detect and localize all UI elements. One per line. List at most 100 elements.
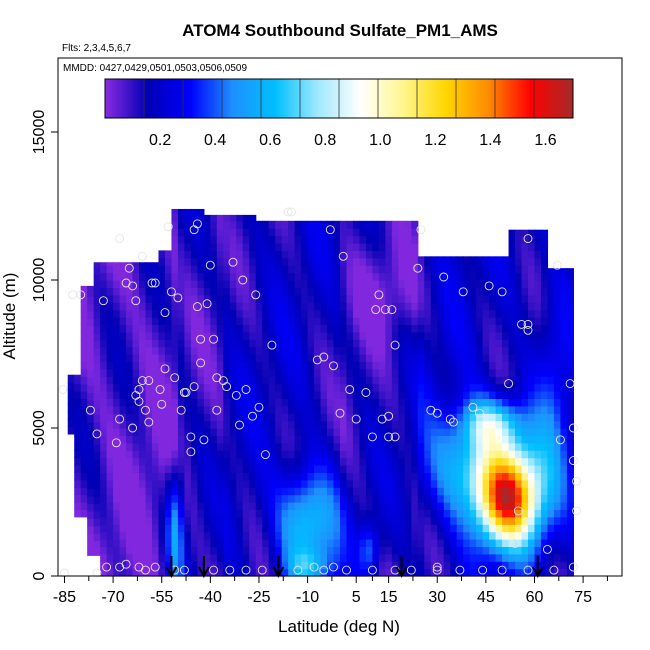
field-cell — [268, 442, 276, 451]
field-cell — [404, 339, 412, 348]
field-cell — [391, 524, 399, 533]
field-cell — [190, 420, 198, 429]
field-cell — [469, 368, 477, 377]
field-cell — [126, 331, 134, 340]
field-cell — [560, 546, 568, 555]
field-cell — [411, 257, 419, 266]
field-cell — [132, 331, 140, 340]
field-cell — [489, 376, 497, 385]
field-cell — [177, 479, 186, 488]
field-cell — [365, 294, 374, 303]
field-cell — [288, 228, 296, 237]
field-cell — [443, 368, 451, 377]
field-cell — [495, 368, 503, 377]
field-cell — [255, 302, 263, 311]
field-cell — [365, 502, 374, 510]
field-cell — [553, 494, 562, 503]
field-cell — [411, 502, 419, 510]
field-cell — [184, 208, 192, 214]
field-cell — [385, 272, 393, 281]
field-cell — [566, 317, 574, 325]
colorbar-swatch — [191, 79, 195, 118]
field-cell — [333, 457, 341, 466]
field-cell — [132, 376, 140, 385]
field-cell — [294, 516, 302, 525]
field-cell — [430, 472, 438, 481]
colorbar-tick-label: 0.8 — [314, 132, 336, 149]
field-cell — [482, 339, 490, 348]
colorbar-swatch — [516, 79, 520, 118]
field-cell — [365, 361, 374, 370]
field-cell — [100, 309, 108, 318]
field-cell — [314, 472, 322, 481]
field-cell — [152, 546, 160, 555]
field-cell — [424, 383, 432, 392]
field-cell — [456, 354, 464, 362]
field-cell — [424, 516, 432, 525]
field-cell — [346, 309, 354, 318]
field-cell — [106, 487, 114, 496]
field-cell — [346, 317, 354, 325]
field-cell — [411, 450, 419, 459]
field-cell — [540, 420, 549, 429]
field-cell — [430, 368, 438, 377]
field-cell — [540, 324, 549, 333]
field-cell — [216, 272, 224, 281]
field-cell — [327, 413, 335, 422]
field-cell — [560, 280, 568, 288]
field-cell — [87, 362, 95, 371]
field-cell — [456, 442, 464, 451]
field-cell — [171, 339, 179, 348]
field-cell — [508, 472, 516, 481]
field-cell — [352, 546, 361, 555]
field-cell — [171, 368, 179, 377]
field-cell — [566, 391, 574, 399]
field-cell — [106, 302, 114, 311]
field-cell — [404, 383, 412, 392]
field-cell — [216, 257, 224, 266]
field-cell — [327, 265, 335, 274]
field-cell — [495, 361, 503, 370]
field-cell — [340, 450, 348, 459]
field-cell — [106, 331, 114, 340]
field-cell — [307, 383, 315, 392]
field-cell — [106, 287, 114, 296]
field-cell — [203, 494, 211, 503]
field-cell — [152, 405, 160, 414]
field-cell — [515, 368, 523, 377]
field-cell — [346, 250, 354, 259]
field-cell — [307, 346, 315, 355]
field-cell — [268, 354, 276, 362]
field-cell — [177, 405, 186, 414]
field-cell — [340, 398, 348, 407]
field-cell — [385, 509, 393, 518]
field-cell — [203, 420, 211, 429]
field-cell — [424, 354, 432, 362]
field-cell — [372, 442, 380, 451]
field-cell — [158, 509, 166, 518]
field-cell — [275, 383, 283, 392]
field-cell — [294, 509, 302, 518]
field-cell — [229, 309, 237, 318]
field-cell — [495, 265, 503, 274]
sample-points — [58, 207, 582, 578]
sample-point — [209, 565, 219, 575]
field-cell — [424, 413, 432, 422]
field-cell — [437, 309, 445, 318]
colorbar-swatch — [210, 79, 214, 118]
field-cell — [236, 354, 244, 362]
field-cell — [255, 539, 263, 547]
field-cell — [430, 280, 438, 288]
field-cell — [132, 413, 140, 422]
field-cell — [132, 568, 140, 577]
field-cell — [430, 413, 438, 422]
field-cell — [534, 229, 542, 237]
field-cell — [443, 413, 451, 422]
field-cell — [152, 465, 160, 473]
field-cell — [333, 383, 341, 392]
field-cell — [255, 420, 263, 429]
field-cell — [139, 442, 147, 451]
field-cell — [547, 531, 555, 540]
field-cell — [476, 405, 484, 414]
field-cell — [404, 516, 412, 525]
